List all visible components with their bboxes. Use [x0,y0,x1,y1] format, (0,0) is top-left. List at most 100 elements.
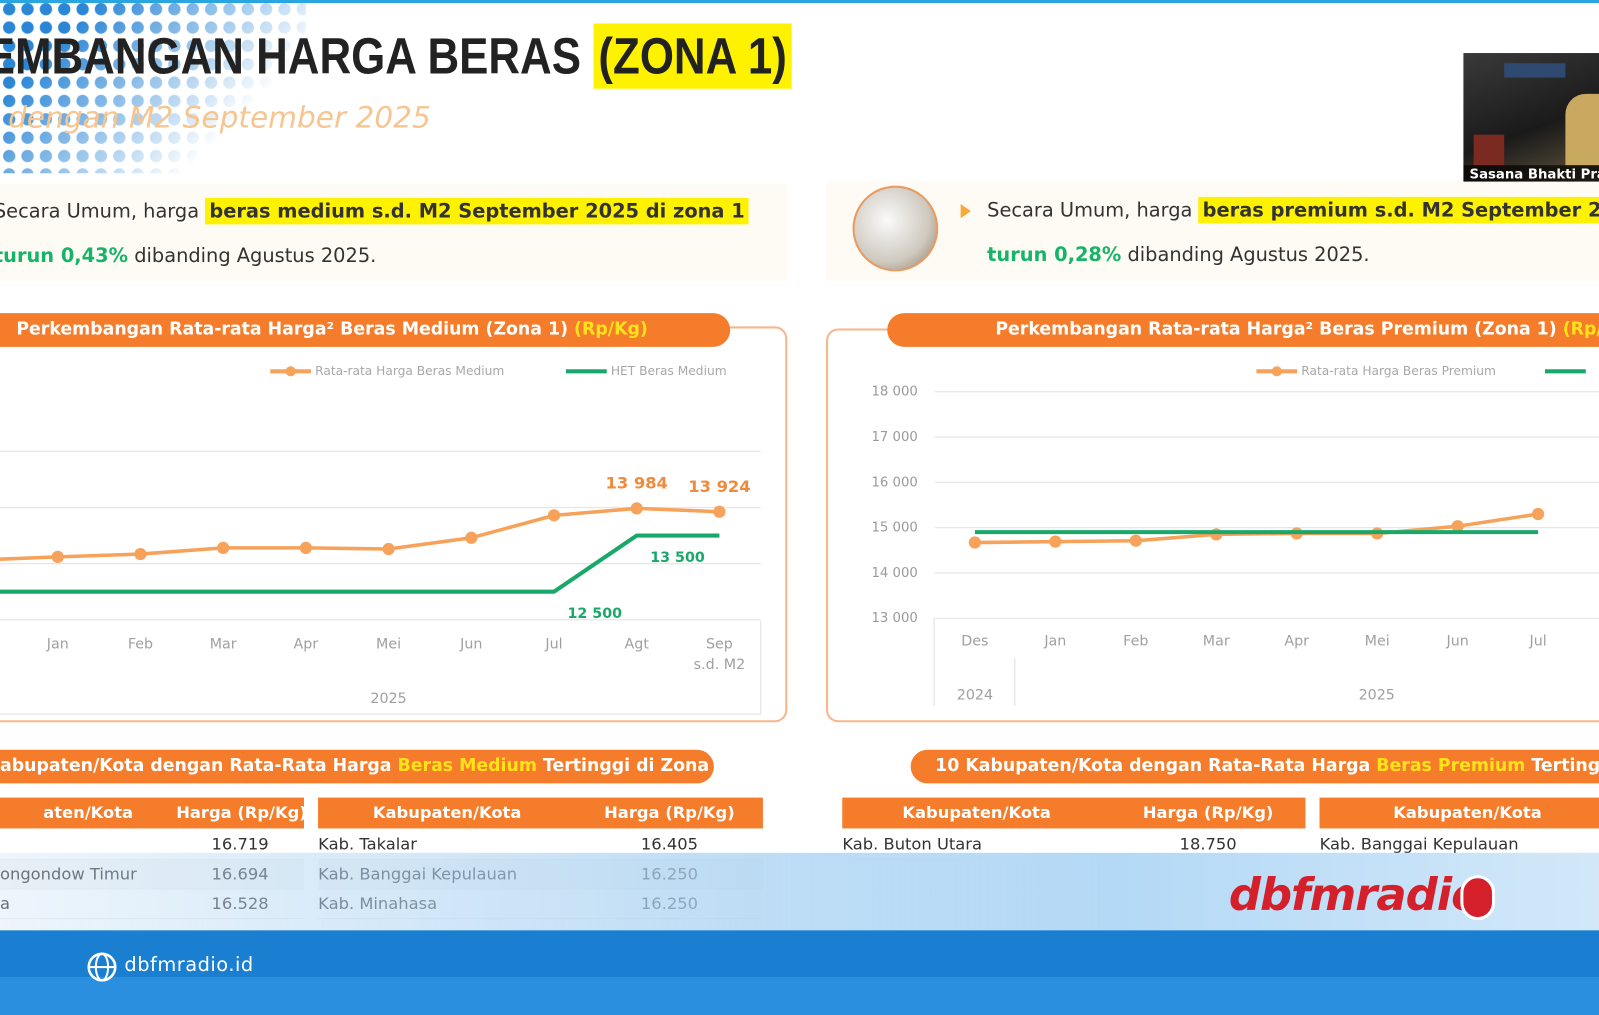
table-title-tail: Tertinggi d [1531,755,1599,777]
legend-label: Rata-rata Harga Beras Premium [1301,364,1496,378]
table-cell: Kab. Buton Utara [842,834,982,854]
point [1451,520,1464,533]
summary-change: turun 0,28% [987,243,1122,267]
x-tick-label: Jul [1529,634,1547,650]
x-tick-label: Apr [1284,634,1309,650]
x-tick-label: Jun [459,637,482,653]
overlay-band [0,852,1599,932]
x-tick-label: Apr [294,637,319,653]
point [1049,535,1062,548]
webcam: Sasana Bhakti Pra [1463,53,1599,186]
value-label: 12 500 [567,606,622,622]
x-tick-label: Mei [1365,634,1390,650]
title-highlight: (ZONA 1) [593,23,793,89]
value-label: 13 500 [650,550,705,566]
x-group-label: 2025 [1359,688,1395,704]
summary-tail: dibanding Agustus 2025. [134,244,377,268]
globe-icon [87,952,117,982]
legend-marker [1271,366,1282,377]
x-tick-label: Sep s.d. M2 [694,637,745,673]
x-tick-label: Jan [1043,634,1066,650]
x-group-label: 2024 [957,688,993,704]
table-header-cell: Harga (Rp/Kg) [1110,797,1306,829]
point [968,536,981,549]
summary-line: Secara Umum, harga beras medium s.d. M2 … [0,197,749,225]
table-cell: Kab. Takalar [318,834,417,854]
summary-line: Secara Umum, harga beras premium s.d. M2… [987,196,1599,224]
point [51,550,64,563]
point [299,541,313,555]
chart-title: Perkembangan Rata-rata Harga² Beras Medi… [0,313,731,347]
point [382,542,395,556]
bullet [960,204,971,219]
table-cell: Kab. Banggai Kepulauan [1319,834,1519,854]
legend-label: HET Beras Medium [611,364,727,378]
x-tick-label: Des [961,634,988,650]
point [465,531,478,544]
table-cell: 16.719 [211,834,269,854]
webcam-banner [1504,63,1566,78]
logo-mic [1460,875,1496,921]
legend-marker [285,366,296,377]
table-title-highlight: Beras Medium [397,755,537,777]
summary-lead: Secara Umum, harga [0,199,200,223]
y-tick-label: 15 000 [871,521,917,536]
y-tick-label: 13 000 [871,611,917,626]
table-header-cell: Kabupaten/Kota [842,797,1111,829]
chart-unit: (Rp/Kg) [1562,319,1599,340]
summary-change: turun 0,43% [0,244,129,268]
table-title-lead: abupaten/Kota dengan Rata-Rata Harga [0,755,392,777]
table-header-cell: Kabupaten/Kota [1319,797,1599,829]
title-text: EMBANGAN HARGA BERAS [0,27,581,85]
table-header-cell: aten/Kota [0,797,177,829]
top-bar [0,0,1599,4]
legend-label: Rata-rata Harga Beras Medium [315,364,504,378]
point [217,541,230,555]
table-cell: 16.405 [640,834,698,854]
x-group-label: 2025 [370,691,406,707]
table-header-cell: Harga (Rp/Kg) [176,797,307,829]
summary-highlight: beras premium s.d. M2 September 20 [1198,196,1599,224]
x-tick-label: Agt [625,637,650,653]
point [134,547,147,561]
point [1129,534,1142,547]
y-tick-label: 18 000 [871,385,917,400]
table-cell: 18.750 [1179,834,1237,854]
summary-line: turun 0,28% dibanding Agustus 2025. [987,244,1369,266]
table-header-cell: Kabupaten/Kota [318,797,577,829]
series-line [0,506,720,562]
table-title-highlight: Beras Premium [1376,755,1526,777]
webcam-caption: Sasana Bhakti Pra [1463,165,1599,186]
point [1531,507,1545,521]
x-tick-label: Mar [210,637,237,653]
x-tick-label: Mei [376,637,401,653]
x-tick-label: Mar [1203,634,1230,650]
x-tick-label: Feb [1123,634,1148,650]
summary-line: turun 0,43% dibanding Agustus 2025. [0,245,376,267]
summary-highlight: beras medium s.d. M2 September 2025 di z… [205,197,749,225]
value-label: 13 984 [606,473,668,492]
x-tick-label: Jul [544,637,562,653]
webcam-person [1565,93,1599,166]
value-label: 13 924 [688,477,750,496]
point [713,505,726,518]
table-title-lead: 10 Kabupaten/Kota dengan Rata-Rata Harga [935,755,1371,777]
chart-title-text: Perkembangan Rata-rata Harga² Beras Prem… [995,319,1557,340]
chart-title-text: Perkembangan Rata-rata Harga² Beras Medi… [16,319,569,340]
table-header-cell: Harga (Rp/Kg) [576,797,763,829]
series-line [0,533,720,594]
point [630,502,643,515]
table-title: abupaten/Kota dengan Rata-Rata Harga Ber… [0,749,727,784]
y-tick-label: 16 000 [871,475,917,490]
y-tick-label: 14 000 [871,566,917,581]
point [547,509,561,522]
webcam-object [1473,134,1505,166]
chart-unit: (Rp/Kg) [574,319,648,340]
y-tick-label: 17 000 [871,430,917,445]
summary-tail: dibanding Agustus 2025. [1127,243,1370,267]
dot-pattern [0,0,306,174]
slide-subtitle: dengan M2 September 2025 [8,99,431,135]
